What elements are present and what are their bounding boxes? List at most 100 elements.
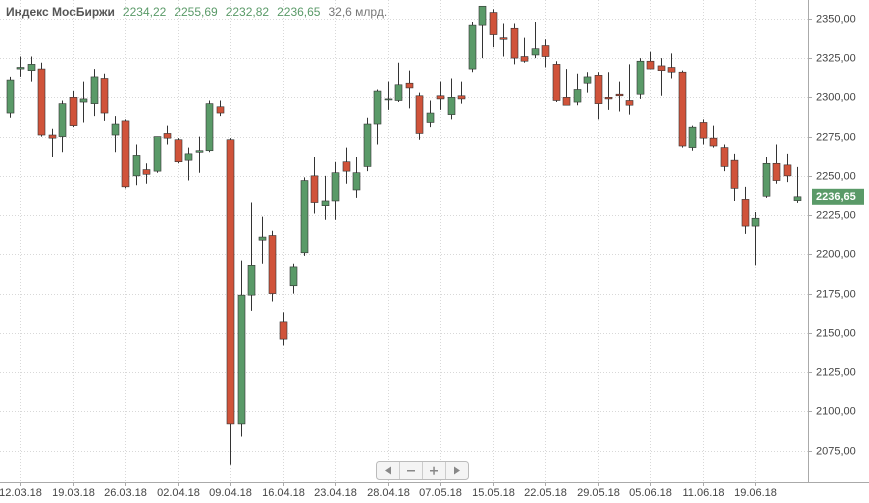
candle-body bbox=[321, 200, 330, 206]
candle-body bbox=[37, 68, 46, 136]
candle-body bbox=[132, 155, 141, 177]
x-tick-label: 29.05.18 bbox=[577, 487, 620, 499]
candle-body bbox=[247, 265, 256, 296]
candle-body bbox=[657, 65, 666, 71]
candle-body bbox=[520, 56, 529, 62]
x-tick-label: 09.04.18 bbox=[209, 487, 252, 499]
candle-body bbox=[720, 147, 729, 167]
y-tick-label: 2150,00 bbox=[816, 327, 856, 339]
x-tick-label: 19.06.18 bbox=[734, 487, 777, 499]
header-high: 2255,69 bbox=[174, 5, 218, 19]
x-tick-label: 22.05.18 bbox=[524, 487, 567, 499]
candle-body bbox=[268, 235, 277, 294]
candle-body bbox=[457, 95, 466, 100]
x-tick-label: 07.05.18 bbox=[419, 487, 462, 499]
candle-body bbox=[573, 89, 582, 103]
candle-body bbox=[27, 64, 36, 71]
candle-body bbox=[195, 150, 204, 153]
candle-body bbox=[111, 123, 120, 136]
x-tick-label: 19.03.18 bbox=[52, 487, 95, 499]
candle-body bbox=[100, 78, 109, 114]
x-tick-label: 11.06.18 bbox=[682, 487, 724, 499]
candle-body bbox=[58, 103, 67, 137]
candle-body bbox=[772, 162, 781, 181]
candle-body bbox=[625, 100, 634, 106]
candle-body bbox=[6, 79, 15, 114]
candle-body bbox=[342, 161, 351, 172]
candle-body bbox=[300, 180, 309, 254]
candle-body bbox=[310, 175, 319, 203]
y-tick-label: 2100,00 bbox=[816, 405, 856, 417]
candle-body bbox=[741, 199, 750, 227]
y-tick-label: 2125,00 bbox=[816, 366, 856, 378]
zoom-in-button[interactable] bbox=[423, 462, 445, 479]
icon bbox=[385, 466, 391, 475]
candle-body bbox=[279, 321, 288, 340]
candle-body bbox=[762, 162, 771, 197]
candle-body bbox=[373, 90, 382, 125]
candle-body bbox=[489, 12, 498, 35]
candle-body bbox=[174, 139, 183, 163]
candle-body bbox=[258, 236, 267, 241]
y-tick-label: 2325,00 bbox=[816, 52, 856, 64]
candle-body bbox=[384, 98, 393, 101]
candle-body bbox=[793, 196, 802, 201]
x-tick-label: 15.05.18 bbox=[472, 487, 515, 499]
candle-body bbox=[783, 164, 792, 177]
candle-body bbox=[699, 122, 708, 139]
x-tick-label: 02.04.18 bbox=[157, 487, 200, 499]
y-tick-label: 2350,00 bbox=[816, 13, 856, 25]
candle-body bbox=[646, 60, 655, 70]
y-tick-label: 2300,00 bbox=[816, 91, 856, 103]
candle-body bbox=[751, 217, 760, 227]
y-tick-label: 2075,00 bbox=[816, 445, 856, 457]
candle-body bbox=[436, 95, 445, 100]
y-tick-label: 2250,00 bbox=[816, 170, 856, 182]
candle-body bbox=[163, 133, 172, 139]
candle-body bbox=[121, 120, 130, 188]
candle-body bbox=[709, 137, 718, 147]
y-tick-label: 2175,00 bbox=[816, 288, 856, 300]
candle-body bbox=[615, 93, 624, 97]
candle-body bbox=[331, 172, 340, 202]
x-tick-label: 16.04.18 bbox=[262, 487, 305, 499]
header: Индекс МосБиржи 2234,22 2255,69 2232,82 2236… bbox=[6, 5, 387, 19]
last-price-box bbox=[812, 188, 864, 205]
candle-body bbox=[142, 169, 151, 175]
icon bbox=[407, 470, 415, 472]
candle-body bbox=[79, 98, 88, 103]
candle-body bbox=[583, 76, 592, 84]
candle-body bbox=[415, 95, 424, 134]
candle-body bbox=[352, 172, 361, 191]
x-tick-label: 05.06.18 bbox=[629, 487, 672, 499]
candle-body bbox=[216, 106, 225, 114]
header-open: 2234,22 bbox=[123, 5, 167, 19]
x-tick-label: 23.04.18 bbox=[314, 487, 357, 499]
scroll-left-button[interactable] bbox=[377, 462, 399, 479]
candle-body bbox=[205, 103, 214, 152]
scroll-right-button[interactable] bbox=[446, 462, 468, 479]
zoom-out-button[interactable] bbox=[400, 462, 422, 479]
candle-body bbox=[289, 266, 298, 287]
x-tick-label: 26.03.18 bbox=[104, 487, 147, 499]
y-tick-label: 2275,00 bbox=[816, 131, 856, 143]
candle-body bbox=[363, 123, 372, 167]
candle-body bbox=[90, 76, 99, 104]
candle-body bbox=[688, 126, 697, 148]
header-title: Индекс МосБиржи bbox=[6, 5, 115, 19]
candle-body bbox=[16, 67, 25, 70]
candle-body bbox=[184, 153, 193, 161]
header-low: 2232,82 bbox=[226, 5, 270, 19]
candle-body bbox=[604, 97, 613, 100]
header-close: 2236,65 bbox=[277, 5, 321, 19]
candle-body bbox=[426, 112, 435, 123]
candle-body bbox=[48, 134, 57, 139]
candle-body bbox=[478, 5, 487, 26]
candle-body bbox=[552, 64, 561, 101]
candle-body bbox=[667, 67, 676, 73]
candle-body bbox=[636, 60, 645, 95]
candle-body bbox=[447, 97, 456, 115]
candle-body bbox=[69, 97, 78, 126]
